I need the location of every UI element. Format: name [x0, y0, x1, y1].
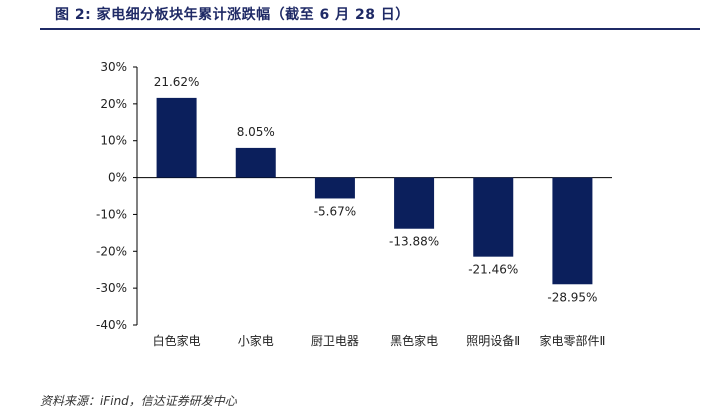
y-tick-label: 0%	[108, 171, 127, 185]
figure-title: 图 2: 家电细分板块年累计涨跌幅（截至 6 月 28 日）	[55, 7, 410, 23]
data-label: -21.46%	[468, 263, 518, 277]
y-tick-label: -10%	[96, 207, 127, 221]
bar	[156, 97, 197, 178]
y-tick-label: 20%	[100, 97, 127, 111]
bar	[314, 177, 355, 199]
y-tick-label: 10%	[100, 134, 127, 148]
y-tick-label: -30%	[96, 281, 127, 295]
title-divider	[40, 28, 700, 30]
bar	[473, 177, 514, 257]
x-tick-label-group: 白色家电 小家电 厨卫电器 黑色家电 照明设备Ⅱ 家电零部件Ⅱ	[153, 333, 606, 348]
data-label: 8.05%	[237, 125, 275, 139]
data-label: 21.62%	[154, 75, 200, 89]
y-tick-label: -40%	[96, 318, 127, 332]
data-label: -13.88%	[389, 235, 439, 249]
data-label: -28.95%	[547, 290, 597, 304]
x-tick-label: 厨卫电器	[311, 334, 359, 348]
bar	[552, 177, 593, 285]
x-tick-label: 照明设备Ⅱ	[466, 334, 520, 348]
bar	[394, 177, 435, 229]
x-tick-label: 家电零部件Ⅱ	[539, 333, 605, 348]
source-note: 资料来源：iFind，信达证券研发中心	[40, 394, 237, 408]
bar-group	[156, 97, 593, 285]
y-tick-label: -20%	[96, 244, 127, 258]
y-tick-group: 30% 20% 10% 0% -10% -20% -30% -40%	[96, 60, 137, 332]
x-tick-label: 黑色家电	[390, 333, 438, 348]
data-label-group: 21.62% 8.05% -5.67% -13.88% -21.46% -28.95%	[154, 75, 598, 304]
x-tick-label: 小家电	[238, 333, 274, 348]
y-tick-label: 30%	[100, 60, 127, 74]
x-tick-label: 白色家电	[153, 333, 201, 348]
data-label: -5.67%	[314, 204, 356, 218]
bar	[235, 147, 276, 178]
